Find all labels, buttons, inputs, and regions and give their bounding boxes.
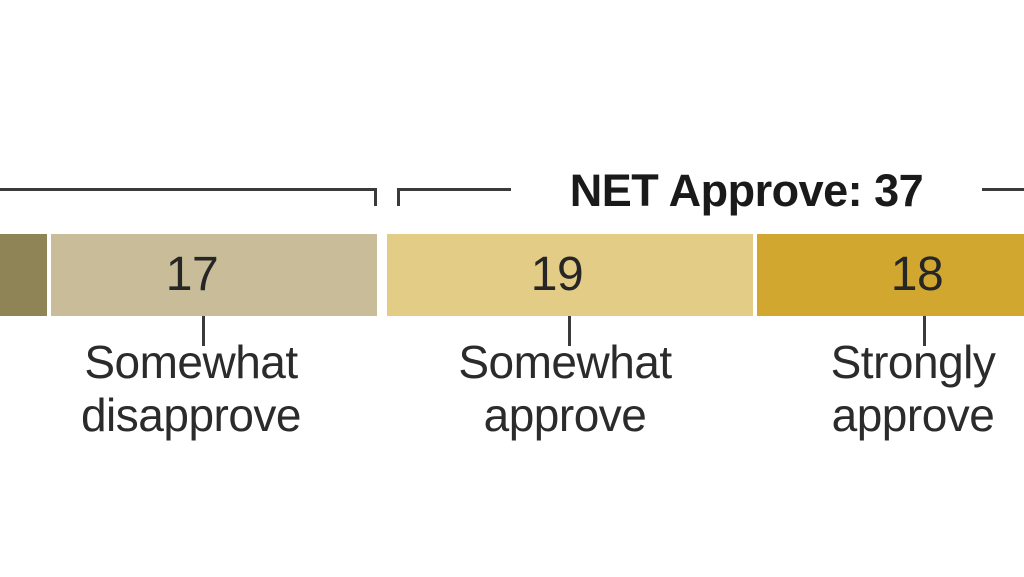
segment-label-line: approve xyxy=(483,389,647,441)
bar-value-strongly-approve: 18 xyxy=(890,248,944,301)
net-approve-label: NET Approve: 37 xyxy=(569,165,924,216)
net-approve-bracket-line-left xyxy=(397,188,511,191)
segment-label-line: Strongly xyxy=(830,336,996,388)
disapprove-bracket-line xyxy=(0,188,377,191)
net-approve-bracket-start-tick xyxy=(397,188,400,206)
segment-label-somewhat-approve: Somewhat approve xyxy=(458,336,672,442)
disapprove-bracket-end-tick xyxy=(374,188,377,206)
leader-line-somewhat-approve xyxy=(568,316,571,346)
bar-segment-leftmost-partial xyxy=(0,234,47,316)
net-approve-bracket-line-right xyxy=(982,188,1024,191)
bar-segment-somewhat-approve xyxy=(387,234,753,316)
bar-segment-strongly-approve xyxy=(757,234,1024,316)
segment-label-somewhat-disapprove: Somewhat disapprove xyxy=(80,336,302,442)
segment-label-line: approve xyxy=(831,389,995,441)
leader-line-somewhat-disapprove xyxy=(202,316,205,346)
leader-line-strongly-approve xyxy=(923,316,926,346)
segment-label-strongly-approve: Strongly approve xyxy=(831,336,996,442)
bar-segment-somewhat-disapprove xyxy=(51,234,377,316)
segment-label-line: Somewhat xyxy=(458,336,672,388)
segment-label-line: disapprove xyxy=(80,389,302,441)
bar-value-somewhat-approve: 19 xyxy=(530,248,584,301)
segment-label-line: Somewhat xyxy=(84,336,298,388)
bar-value-somewhat-disapprove: 17 xyxy=(165,248,219,301)
